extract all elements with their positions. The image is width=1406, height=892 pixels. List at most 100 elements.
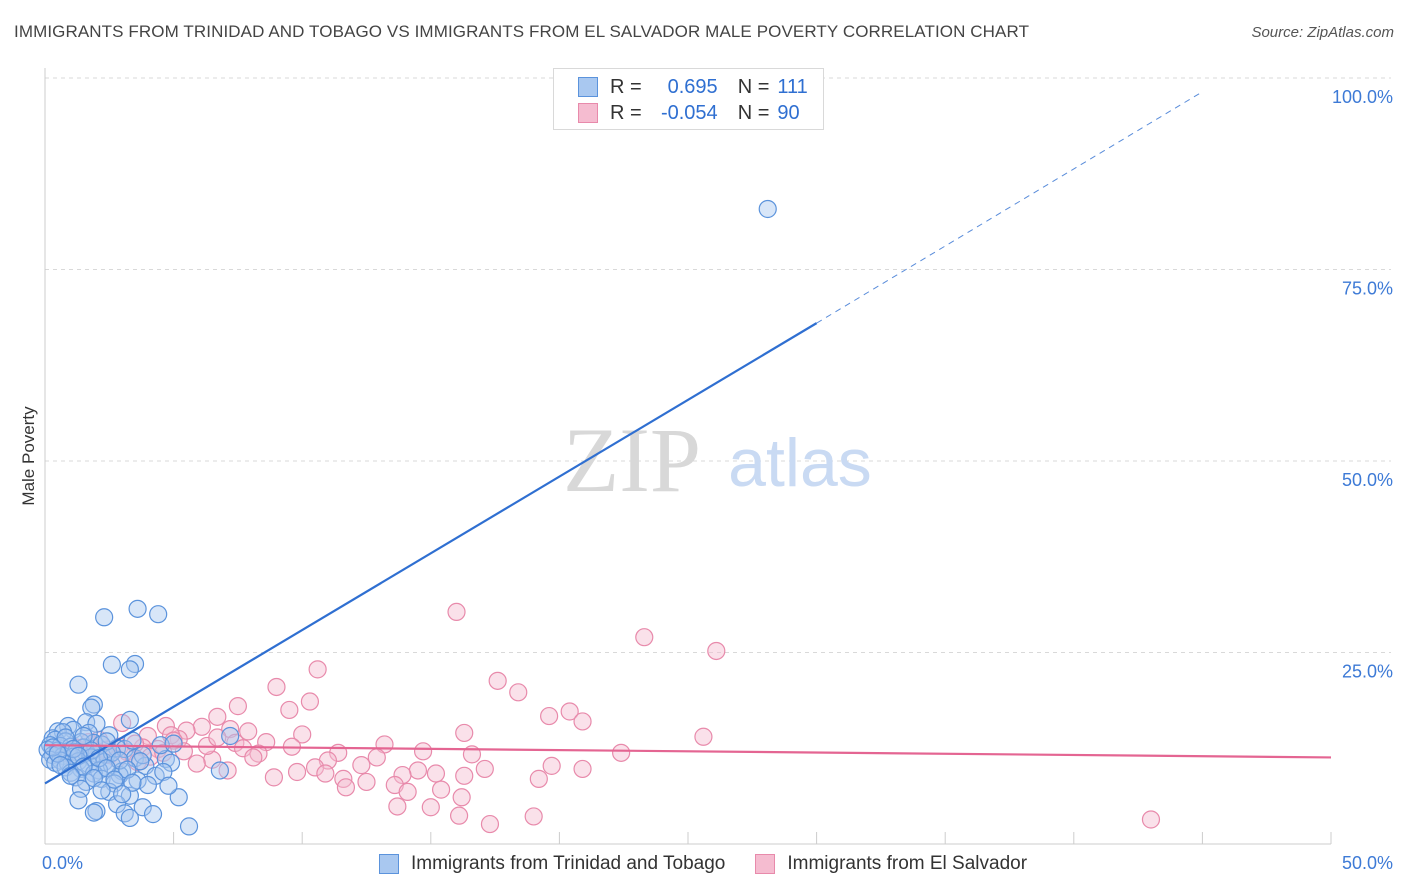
data-point-series2: [447, 602, 466, 622]
data-point-series2: [192, 717, 211, 736]
data-point-series2: [228, 697, 247, 716]
series-legend: Immigrants from Trinidad and Tobago Immi…: [0, 850, 1406, 878]
x-tick-label: 50.0%: [1342, 853, 1393, 873]
legend-r-label: R =: [610, 101, 642, 124]
data-point-series1: [69, 791, 88, 810]
data-point-series2: [388, 797, 407, 816]
data-point-series2: [529, 769, 548, 788]
data-point-series1: [164, 734, 183, 753]
data-point-series2: [367, 748, 386, 767]
data-point-series2: [455, 723, 474, 743]
data-point-series1: [107, 795, 127, 814]
data-point-series2: [573, 759, 592, 779]
data-point-series1: [159, 776, 178, 795]
legend-n-value-series1: 111: [777, 75, 808, 98]
data-point-series1: [125, 654, 145, 674]
data-point-series2: [239, 722, 258, 741]
data-point-series2: [280, 700, 299, 720]
data-point-series1: [113, 785, 132, 804]
data-point-series1: [210, 761, 229, 780]
data-point-series2: [393, 765, 412, 785]
data-point-series2: [218, 761, 237, 780]
data-point-series1: [133, 798, 152, 817]
data-point-series1: [102, 655, 121, 674]
legend-item-series2[interactable]: Immigrants from El Salvador: [755, 853, 1027, 875]
data-point-series1: [84, 803, 103, 822]
legend-n-label: N =: [737, 75, 770, 98]
data-point-series2: [221, 719, 240, 739]
data-point-series1: [87, 714, 106, 733]
trend-line-series1-extension: [816, 91, 1203, 324]
data-point-series2: [694, 727, 713, 746]
gridlines: [45, 77, 1391, 653]
data-point-series2: [573, 712, 592, 731]
data-point-series2: [267, 677, 286, 697]
data-point-series1: [221, 726, 240, 746]
data-point-series1: [120, 710, 139, 730]
y-tick-label: 75.0%: [1342, 279, 1393, 299]
data-point-series2: [413, 742, 433, 761]
legend-r-value-series2: -0.054: [660, 101, 718, 124]
data-point-series2: [475, 759, 494, 779]
tick-labels: 25.0% 50.0% 75.0% 100.0% 0.0% 50.0%: [42, 87, 1393, 873]
source-attribution: Source: ZipAtlas.com: [1251, 24, 1394, 41]
data-point-series1: [179, 817, 199, 836]
legend-item-series1[interactable]: Immigrants from Trinidad and Tobago: [378, 853, 726, 875]
data-point-series2: [426, 764, 446, 783]
trend-line-series2: [44, 744, 1332, 759]
data-point-series1: [161, 753, 181, 772]
data-point-series1: [105, 770, 124, 789]
series2-points: [51, 602, 1161, 834]
chart-title: IMMIGRANTS FROM TRINIDAD AND TOBAGO VS I…: [14, 22, 1030, 41]
data-point-series1: [61, 766, 80, 785]
data-point-series2: [264, 768, 284, 787]
data-point-series1: [154, 762, 173, 782]
data-point-series2: [244, 748, 263, 767]
data-point-series2: [287, 762, 307, 782]
data-point-series2: [540, 706, 559, 726]
data-point-series1: [128, 599, 147, 618]
legend-n-label: N =: [737, 101, 770, 124]
data-point-series2: [452, 788, 471, 807]
trend-line-series1: [44, 322, 818, 785]
data-point-series2: [308, 660, 327, 679]
data-point-series2: [509, 683, 528, 702]
legend-swatch-series2: [755, 854, 776, 874]
data-point-series1: [143, 805, 163, 824]
legend-swatch-series1: [578, 77, 598, 97]
data-point-series1: [71, 779, 91, 798]
data-point-series2: [352, 756, 371, 775]
legend-row-series1: R = 0.695 N = 111: [578, 75, 808, 99]
data-point-series1: [84, 695, 103, 714]
watermark-zip: ZIP: [563, 409, 701, 511]
data-point-series1: [95, 608, 114, 627]
legend-r-label: R =: [610, 75, 642, 98]
data-point-series1: [131, 752, 150, 771]
data-point-series2: [316, 764, 335, 783]
y-axis-label: Male Poverty: [19, 406, 38, 506]
data-point-series1: [92, 781, 111, 800]
data-point-series2: [488, 671, 507, 690]
y-tick-label: 100.0%: [1332, 87, 1393, 107]
data-point-series2: [300, 692, 320, 711]
data-point-series2: [431, 780, 451, 799]
data-point-series2: [357, 772, 376, 792]
y-tick-label: 25.0%: [1342, 662, 1393, 682]
data-point-series2: [480, 814, 500, 834]
data-point-series2: [449, 806, 469, 825]
trend-lines: [44, 91, 1332, 785]
x-tick-label: 0.0%: [42, 853, 83, 873]
data-point-series2: [635, 628, 654, 647]
legend-label-series1: Immigrants from Trinidad and Tobago: [410, 853, 726, 874]
data-point-series1: [123, 773, 142, 792]
data-point-series2: [408, 761, 428, 780]
legend-swatch-series2: [578, 103, 598, 123]
data-point-series2: [542, 756, 561, 775]
legend-label-series2: Immigrants from El Salvador: [787, 853, 1028, 874]
data-point-series2: [293, 725, 312, 744]
data-point-series1: [120, 808, 139, 828]
data-point-series1: [758, 199, 777, 219]
y-tick-label: 50.0%: [1342, 470, 1393, 490]
data-point-series2: [455, 766, 474, 785]
